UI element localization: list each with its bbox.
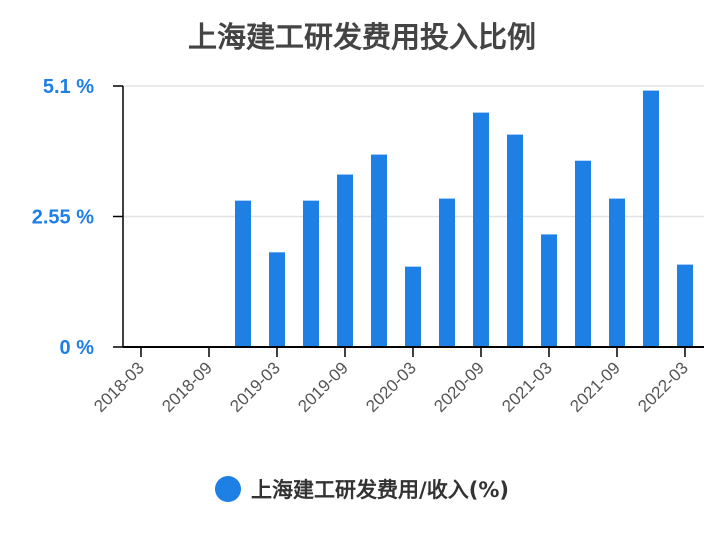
x-tick-label: 2019-03 [226, 358, 284, 416]
legend-label: 上海建工研发费用/收入(%) [251, 478, 509, 502]
bar-2020-09 [473, 112, 489, 348]
bar-2019-06 [303, 200, 319, 347]
bar-2021-06 [575, 160, 591, 347]
x-tick-label: 2022-03 [634, 358, 692, 416]
x-tick-label: 2020-09 [430, 358, 488, 416]
x-tick-label: 2021-03 [498, 358, 556, 416]
y-tick-label: 0 % [60, 337, 95, 359]
bar-2019-09 [337, 174, 353, 347]
x-tick-label: 2020-03 [362, 358, 420, 416]
x-tick-label: 2019-09 [294, 358, 352, 416]
bar-2021-09 [609, 198, 625, 347]
chart-title: 上海建工研发费用投入比例 [187, 20, 536, 54]
y-tick-label: 2.55 % [32, 207, 94, 229]
x-tick-label: 2021-09 [566, 358, 624, 416]
bar-2022-03 [677, 264, 693, 347]
bar-2019-03 [269, 252, 285, 347]
bar-2020-12 [507, 134, 523, 347]
bar-2021-12 [643, 90, 659, 347]
legend-marker [215, 476, 242, 502]
x-tick-label: 2018-03 [90, 358, 148, 416]
bar-2019-12 [371, 154, 387, 347]
bar-2020-03 [405, 266, 421, 347]
x-tick-label: 2018-09 [158, 358, 216, 416]
bar-2020-06 [439, 198, 455, 347]
y-tick-label: 5.1 % [43, 76, 94, 98]
bar-2018-12 [235, 200, 251, 347]
legend: 上海建工研发费用/收入(%) [0, 474, 724, 504]
bar-2021-03 [541, 234, 557, 347]
